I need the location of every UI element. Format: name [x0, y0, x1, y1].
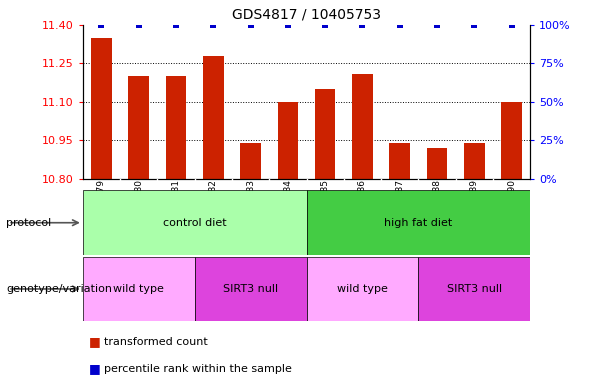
Bar [240, 143, 261, 179]
Bar [389, 143, 410, 179]
Text: GSM758182: GSM758182 [209, 179, 218, 234]
Bar [306, 257, 418, 321]
Text: GSM758185: GSM758185 [321, 179, 330, 235]
Point [134, 22, 143, 28]
Text: GSM758184: GSM758184 [283, 179, 292, 234]
Bar [166, 76, 186, 179]
Point [432, 22, 442, 28]
Bar [501, 102, 522, 179]
Point [395, 22, 405, 28]
Text: percentile rank within the sample: percentile rank within the sample [104, 364, 292, 374]
Text: control diet: control diet [163, 218, 226, 228]
Bar [315, 89, 335, 179]
Text: GSM758189: GSM758189 [470, 179, 479, 235]
Point [208, 22, 218, 28]
Text: GSM758180: GSM758180 [134, 179, 143, 235]
Text: transformed count: transformed count [104, 337, 208, 347]
Point [470, 22, 479, 28]
Bar [464, 143, 484, 179]
Text: GSM758183: GSM758183 [246, 179, 255, 235]
Bar [129, 76, 149, 179]
Bar [83, 257, 195, 321]
Point [507, 22, 517, 28]
Bar [427, 148, 447, 179]
Text: GSM758187: GSM758187 [395, 179, 404, 235]
Text: GSM758181: GSM758181 [172, 179, 180, 235]
Text: GSM758186: GSM758186 [358, 179, 367, 235]
Text: ■: ■ [89, 335, 101, 348]
Text: wild type: wild type [113, 284, 164, 294]
Text: SIRT3 null: SIRT3 null [447, 284, 502, 294]
Text: high fat diet: high fat diet [384, 218, 452, 228]
Point [246, 22, 256, 28]
Bar [352, 74, 373, 179]
Point [283, 22, 293, 28]
Title: GDS4817 / 10405753: GDS4817 / 10405753 [232, 7, 381, 21]
Point [96, 22, 106, 28]
Bar [91, 38, 112, 179]
Bar [83, 190, 306, 255]
Point [320, 22, 330, 28]
Point [171, 22, 181, 28]
Text: genotype/variation: genotype/variation [6, 284, 112, 294]
Text: GSM758190: GSM758190 [507, 179, 516, 235]
Bar [418, 257, 530, 321]
Text: protocol: protocol [6, 218, 51, 228]
Text: ■: ■ [89, 362, 101, 375]
Text: SIRT3 null: SIRT3 null [223, 284, 278, 294]
Text: GSM758179: GSM758179 [97, 179, 106, 235]
Bar [203, 56, 224, 179]
Text: GSM758188: GSM758188 [433, 179, 441, 235]
Text: wild type: wild type [337, 284, 388, 294]
Bar [306, 190, 530, 255]
Bar [195, 257, 306, 321]
Bar [278, 102, 298, 179]
Point [357, 22, 367, 28]
